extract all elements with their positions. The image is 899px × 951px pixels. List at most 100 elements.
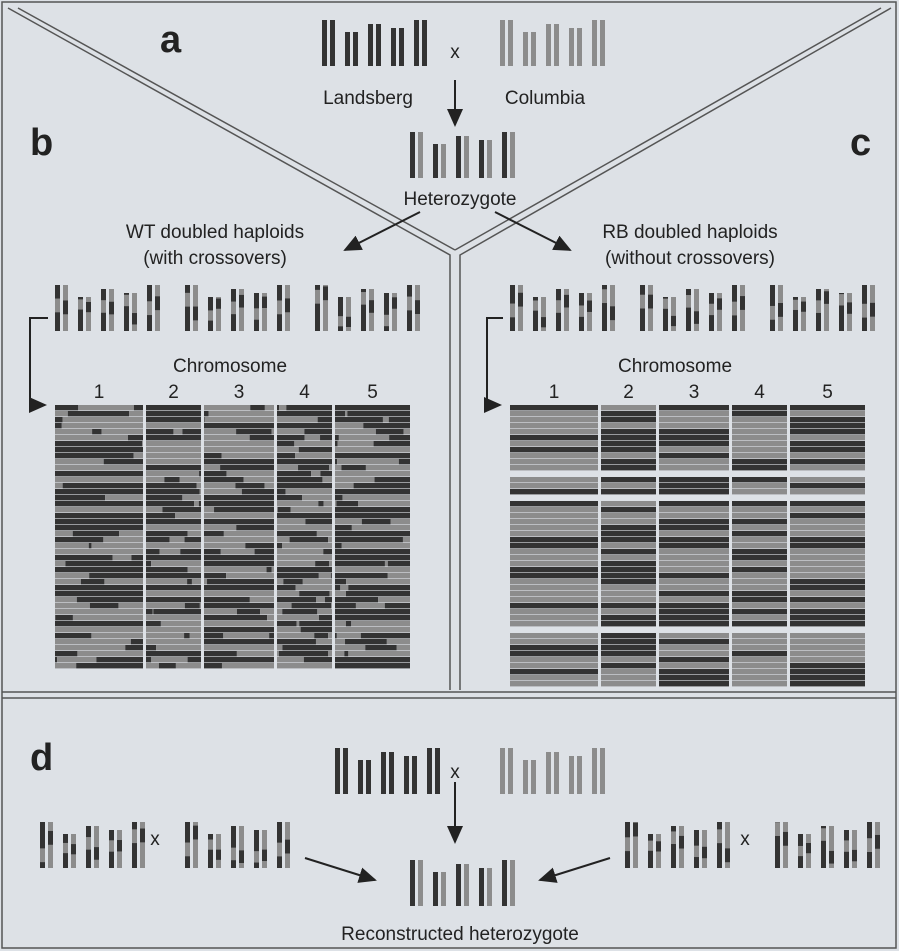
genotype-cell — [159, 663, 176, 668]
chromosome — [389, 752, 394, 794]
crossover-segment — [648, 841, 653, 851]
genotype-cell — [237, 651, 274, 656]
genotype-cell — [250, 405, 265, 410]
chromosome — [132, 822, 137, 868]
crossover-segment — [847, 302, 852, 313]
genotype-cell — [146, 477, 164, 482]
genotype-cell — [277, 579, 283, 584]
genotype-cell — [335, 597, 378, 602]
result-label: Reconstructed heterozygote — [341, 924, 579, 945]
genotype-cell — [129, 411, 143, 416]
genotype-cell — [601, 531, 656, 536]
genotype-cell — [601, 477, 656, 482]
chromosome — [479, 140, 484, 178]
crossover-segment — [109, 302, 114, 315]
genotype-cell — [389, 417, 410, 422]
genotype-cell — [277, 633, 314, 638]
genotype-cell — [335, 603, 356, 608]
chromosome — [368, 24, 373, 66]
genotype-cell — [732, 543, 787, 548]
genotype-cell — [601, 423, 656, 428]
genotype-cell — [732, 459, 787, 464]
chromosome — [592, 748, 597, 794]
chromosome — [487, 140, 492, 178]
genotype-cell — [277, 543, 282, 548]
genotype-cell — [294, 441, 332, 446]
crossover-segment — [315, 290, 320, 304]
genotype-cell — [510, 477, 598, 482]
genotype-cell — [55, 549, 143, 554]
genotype-cell — [184, 633, 190, 638]
panel-title: WT doubled haploids — [126, 222, 304, 243]
genotype-cell — [790, 447, 865, 452]
genotype-cell — [601, 453, 656, 458]
genotype-cell — [55, 429, 92, 434]
genotype-cell — [277, 585, 296, 590]
genotype-cell — [55, 495, 105, 500]
genotype-cell — [510, 639, 598, 644]
crossover-segment — [694, 846, 699, 857]
genotype-cell — [277, 531, 317, 536]
genotype-cell — [277, 519, 305, 524]
crossover-segment — [725, 848, 730, 862]
genotype-cell — [282, 609, 317, 614]
genotype-cell — [146, 417, 201, 422]
genotype-cell — [510, 663, 598, 668]
genotype-cell — [277, 477, 322, 482]
crossover-segment — [140, 829, 145, 843]
genotype-cell — [510, 459, 598, 464]
genotype-cell — [790, 675, 865, 680]
genotype-cell — [404, 429, 410, 434]
genotype-cell — [659, 483, 729, 488]
genotype-cell — [510, 621, 598, 626]
genotype-cell — [335, 615, 410, 620]
crossover-segment — [86, 837, 91, 850]
genotype-cell — [732, 435, 787, 440]
genotype-cell — [55, 645, 125, 650]
genotype-cell — [77, 597, 143, 602]
genotype-cell — [510, 591, 598, 596]
genotype-cell — [659, 639, 729, 644]
genotype-cell — [335, 513, 410, 518]
genotype-cell — [335, 627, 410, 632]
genotype-cell — [277, 507, 278, 512]
chromosome — [410, 860, 415, 906]
crossover-segment — [625, 837, 630, 851]
genotype-cell — [55, 453, 134, 458]
genotype-cell — [601, 483, 656, 488]
genotype-cell — [601, 489, 656, 494]
crossover-segment — [208, 310, 213, 320]
genotype-cell — [346, 591, 410, 596]
genotype-cell — [204, 651, 237, 656]
genotype-cell — [200, 489, 201, 494]
genotype-cell — [659, 681, 729, 686]
crossover-segment — [78, 299, 83, 309]
genotype-cell — [732, 585, 787, 590]
genotype-cell — [510, 519, 598, 524]
genotype-cell — [601, 507, 656, 512]
genotype-cell — [659, 519, 729, 524]
crossover-segment — [798, 846, 803, 856]
genotype-cell — [222, 453, 274, 458]
cross-symbol: x — [450, 762, 460, 783]
genotype-cell — [335, 501, 336, 506]
chromosome — [418, 132, 423, 178]
genotype-cell — [204, 621, 274, 626]
genotype-cell — [283, 579, 303, 584]
genotype-cell — [601, 669, 656, 674]
crossover-segment — [323, 286, 328, 300]
genotype-cell — [790, 435, 865, 440]
genotype-cell — [55, 465, 143, 470]
genotype-cell — [335, 645, 365, 650]
genotype-cell — [324, 501, 332, 506]
genotype-cell — [204, 447, 274, 452]
genotype-cell — [236, 525, 274, 530]
crossover-segment — [702, 847, 707, 858]
genotype-cell — [732, 669, 787, 674]
crossover-segment — [277, 843, 282, 857]
genotype-cell — [790, 423, 865, 428]
genotype-cell — [146, 555, 201, 560]
genotype-cell — [790, 441, 865, 446]
cross-symbol: x — [740, 829, 750, 850]
genotype-cell — [185, 603, 200, 608]
